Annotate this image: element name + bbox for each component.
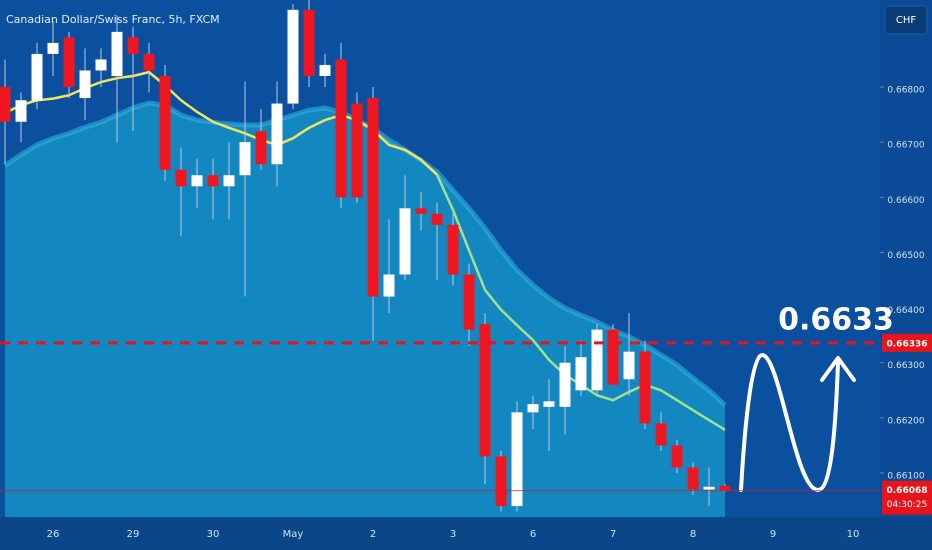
last-price-box (882, 480, 932, 515)
countdown: 04:30:25 (887, 500, 927, 510)
candle-body (335, 59, 347, 198)
candle-body (255, 131, 267, 165)
candle-body (527, 404, 539, 413)
candle-body (623, 351, 635, 380)
candle-body (159, 75, 171, 170)
x-tick-label: 6 (530, 529, 536, 540)
candle-body (351, 103, 363, 198)
candle-body (303, 9, 315, 76)
target-price-box (882, 333, 932, 352)
x-tick-label: May (283, 529, 304, 540)
candle-body (175, 169, 187, 187)
x-tick-label: 26 (47, 529, 60, 540)
y-tick-label: 0.66800 (887, 86, 924, 96)
candle-body (607, 329, 619, 385)
y-tick-label: 0.66300 (887, 361, 924, 371)
x-tick-label: 9 (770, 529, 776, 540)
x-tick-label: 7 (610, 529, 616, 540)
y-tick-label: 0.66200 (887, 416, 924, 426)
last-price-label: 0.66068 (887, 486, 928, 496)
candle-body (591, 329, 603, 391)
candle-body (143, 53, 155, 71)
candle-body (399, 208, 411, 275)
candle-body (63, 37, 75, 88)
candle-body (31, 53, 43, 101)
candle-body (111, 31, 123, 76)
candle-body (383, 274, 395, 297)
candle-body (367, 98, 379, 297)
candle-body (0, 87, 11, 122)
candle-body (191, 175, 203, 187)
x-tick-label: 8 (690, 529, 696, 540)
candle-body (79, 70, 91, 99)
y-tick-label: 0.66100 (887, 471, 924, 481)
candle-body (479, 324, 491, 457)
time-axis (0, 517, 932, 550)
band-area (5, 103, 725, 517)
y-tick-label: 0.66700 (887, 141, 924, 151)
drawn-arrow (739, 352, 840, 493)
x-tick-label: 2 (370, 529, 376, 540)
candle-body (223, 175, 235, 187)
candle-body (511, 412, 523, 507)
candle-body (239, 142, 251, 176)
candle-body (463, 274, 475, 330)
drawn-arrow-head (820, 356, 856, 382)
candle-body (319, 64, 331, 76)
candle-body (207, 175, 219, 187)
candle-body (495, 456, 507, 507)
candle-body (431, 213, 443, 225)
candle-body (95, 59, 107, 71)
x-tick-label: 3 (450, 529, 456, 540)
currency-button[interactable] (884, 5, 928, 35)
y-tick-label: 0.66400 (887, 306, 924, 316)
candle-body (447, 224, 459, 275)
target-price-label: 0.66336 (887, 339, 928, 349)
candle-body (703, 486, 715, 490)
x-tick-label: 30 (207, 529, 220, 540)
candle-body (575, 357, 587, 391)
currency-label[interactable]: CHF (896, 15, 917, 26)
x-tick-label: 29 (127, 529, 140, 540)
main-layer (0, 0, 731, 512)
moving-average (4, 70, 438, 176)
candle-body (719, 485, 731, 491)
candle-body (127, 37, 139, 54)
x-tick-label: 10 (847, 529, 860, 540)
candle-body (655, 423, 667, 446)
candle-body (687, 467, 699, 490)
y-tick-label: 0.66600 (887, 196, 924, 206)
candle-body (15, 100, 27, 122)
y-tick-label: 0.66500 (887, 251, 924, 261)
candle-body (639, 351, 651, 424)
candle-body (47, 42, 59, 54)
candle-body (271, 103, 283, 165)
candle-body (287, 9, 299, 104)
target-annotation: 0.6633 (778, 302, 894, 337)
candle-body (671, 445, 683, 468)
candle-body (559, 362, 571, 407)
chart-title: Canadian Dollar/Swiss Franc, 5h, FXCM (6, 13, 220, 26)
candle-body (543, 401, 555, 407)
candle-body (415, 208, 427, 214)
